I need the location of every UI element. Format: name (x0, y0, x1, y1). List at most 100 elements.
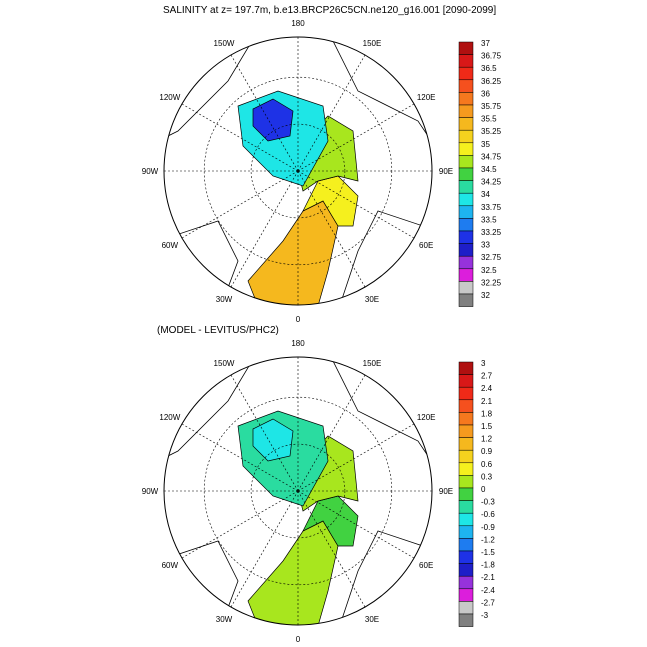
colorbar-swatch (458, 475, 474, 489)
colorbar-swatch (458, 54, 474, 68)
colorbar-tick-label: 33.5 (481, 215, 497, 224)
map-boundary (163, 356, 433, 626)
longitude-label: 150E (363, 359, 382, 368)
colorbar-tick-label: 35.75 (481, 102, 502, 111)
salinity-colorbar: 37 36.75 36.5 36.25 36 35.75 35.5 35.25 35 34.75 3… (458, 39, 502, 307)
colorbar-swatch (458, 550, 474, 564)
colorbar-tick-label: -1.8 (481, 561, 495, 570)
colorbar-tick-label: 0 (481, 485, 486, 494)
difference-colorbar: 3 2.7 2.4 2.1 1.8 1.5 1.2 0.9 0.6 0.3 0 -0.3 -0.6 -0.… (458, 359, 495, 627)
colorbar-tick-label: 35.25 (481, 127, 502, 136)
colorbar-tick-label: 0.3 (481, 472, 493, 481)
longitude-label: 120E (417, 413, 436, 422)
longitude-label: 120W (159, 93, 180, 102)
longitude-label: 60E (419, 561, 433, 570)
longitude-label: 0 (296, 635, 301, 644)
colorbar-tick-label: 34.5 (481, 165, 497, 174)
colorbar-tick-label: 2.7 (481, 372, 493, 381)
colorbar-swatch (458, 613, 474, 627)
colorbar-swatch (458, 41, 474, 55)
colorbar-tick-label: 32 (481, 291, 490, 300)
colorbar-swatch (458, 449, 474, 464)
colorbar-tick-label: -1.5 (481, 548, 495, 557)
colorbar-tick-label: 37 (481, 39, 490, 48)
colorbar-swatch (458, 399, 474, 413)
longitude-label: 30E (365, 295, 379, 304)
colorbar-swatch (458, 218, 474, 232)
colorbar-tick-label: -2.1 (481, 573, 495, 582)
colorbar-swatch (458, 167, 474, 181)
colorbar-swatch (458, 104, 474, 118)
longitude-label: 120W (159, 413, 180, 422)
colorbar-tick-label: 36.5 (481, 64, 497, 73)
colorbar-tick-label: 3 (481, 359, 486, 368)
colorbar-swatch (458, 437, 474, 451)
colorbar-tick-label: 2.4 (481, 384, 493, 393)
colorbar-tick-label: 36.25 (481, 77, 502, 86)
colorbar-swatch (458, 563, 474, 577)
colorbar-tick-label: 1.5 (481, 422, 493, 431)
colorbar-tick-label: -2.7 (481, 598, 495, 607)
map-field (164, 37, 432, 305)
colorbar-tick-label: 33.25 (481, 228, 502, 237)
longitude-label: 90E (439, 487, 453, 496)
difference-title: (MODEL - LEVITUS/PHC2) (157, 325, 279, 336)
colorbar-tick-label: -0.9 (481, 523, 495, 532)
colorbar-tick-label: 32.5 (481, 266, 497, 275)
colorbar-tick-label: 34 (481, 190, 490, 199)
colorbar-swatch (458, 361, 474, 375)
colorbar-tick-label: 1.8 (481, 409, 493, 418)
colorbar-tick-label: 35 (481, 140, 490, 149)
colorbar-tick-label: 0.9 (481, 447, 493, 456)
colorbar-swatch (458, 129, 474, 144)
colorbar-swatch (458, 601, 474, 615)
field-region (252, 418, 294, 462)
longitude-label: 90W (142, 167, 159, 176)
colorbar-swatch (458, 281, 474, 295)
colorbar-tick-label: 32.75 (481, 253, 502, 262)
colorbar-swatch (458, 293, 474, 307)
longitude-label: 180 (291, 19, 305, 28)
latitude-circle (250, 443, 346, 539)
longitude-label: 90W (142, 487, 159, 496)
longitude-label: 0 (296, 315, 301, 324)
colorbar-tick-label: 33.75 (481, 203, 502, 212)
colorbar-swatch (458, 487, 474, 501)
colorbar-tick-label: -2.4 (481, 586, 495, 595)
longitude-label: 90E (439, 167, 453, 176)
colorbar-swatch (458, 117, 474, 131)
colorbar-swatch (458, 155, 474, 169)
colorbar-tick-label: 36 (481, 89, 490, 98)
colorbar-swatch (458, 205, 474, 219)
colorbar-tick-label: 35.5 (481, 115, 497, 124)
colorbar-swatch (458, 255, 474, 270)
colorbar-tick-label: -1.2 (481, 535, 495, 544)
colorbar-swatch (458, 588, 474, 602)
colorbar-swatch (458, 374, 474, 388)
colorbar-tick-label: 34.75 (481, 152, 502, 161)
longitude-label: 180 (291, 339, 305, 348)
colorbar-swatch (458, 538, 474, 552)
longitude-label: 60E (419, 241, 433, 250)
field-region (252, 98, 294, 142)
figure-title: SALINITY at z= 197.7m, b.e13.BRCP26C5CN.… (163, 5, 496, 16)
colorbar-tick-label: 33 (481, 241, 490, 250)
longitude-label: 60W (162, 241, 179, 250)
colorbar-swatch (458, 512, 474, 527)
colorbar-swatch (458, 462, 474, 476)
colorbar-swatch (458, 66, 474, 81)
colorbar-swatch (458, 386, 474, 401)
meridian-line (181, 170, 299, 239)
colorbar-tick-label: 2.1 (481, 397, 493, 406)
longitude-label: 150W (214, 359, 235, 368)
difference-map: 180 150E 120E 90E 60E 30E 0 30W 60W 90W 120W 150W (142, 339, 453, 644)
colorbar-tick-label: 32.25 (481, 278, 502, 287)
longitude-label: 120E (417, 93, 436, 102)
colorbar-tick-label: -0.3 (481, 498, 495, 507)
longitude-label: 150E (363, 39, 382, 48)
latitude-circle (250, 123, 346, 219)
colorbar-swatch (458, 268, 474, 282)
colorbar-swatch (458, 424, 474, 438)
salinity-map: 180 150E 120E 90E 60E 30E 0 30W 60W 90W 120W 150W (142, 19, 453, 324)
